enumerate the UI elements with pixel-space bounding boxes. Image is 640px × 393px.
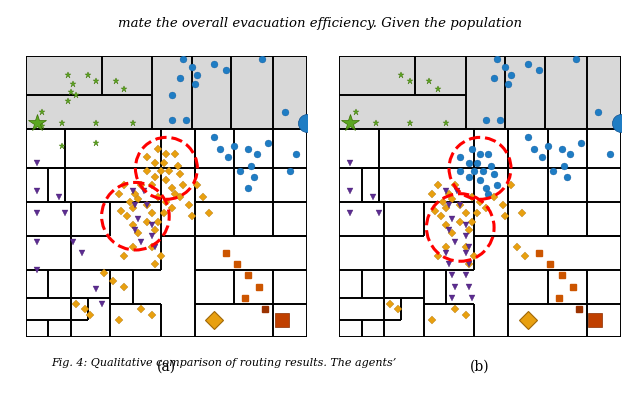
Text: mate the overall evacuation efficiency. Given the population: mate the overall evacuation efficiency. … — [118, 17, 522, 30]
Text: Fig. 4: Qualitative comparison of routing results. The agents’: Fig. 4: Qualitative comparison of routin… — [51, 358, 396, 368]
Bar — [339, 56, 621, 129]
Text: (b): (b) — [470, 360, 490, 374]
Text: (a): (a) — [157, 360, 176, 374]
Bar — [26, 56, 307, 129]
